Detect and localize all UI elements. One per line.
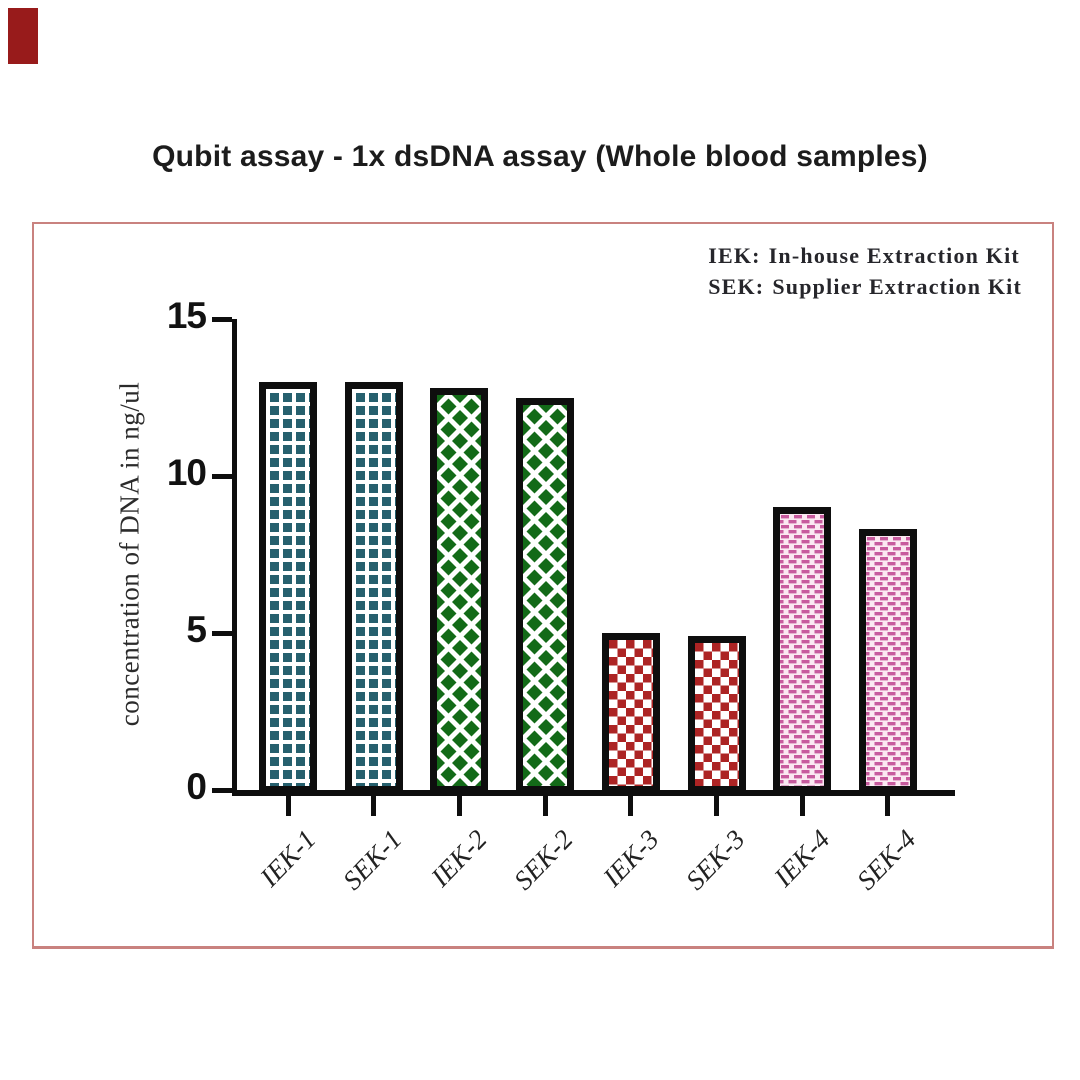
bar-SEK-3 [687, 636, 746, 793]
bar-SEK-1 [344, 381, 403, 793]
y-tick-label-10: 10 [166, 452, 207, 493]
x-tick-IEK-4 [799, 796, 805, 816]
corner-mark [8, 8, 38, 64]
legend-abbr-iek: IEK: [708, 243, 761, 268]
bar-SEK-2 [516, 397, 575, 793]
x-tick-IEK-2 [456, 796, 462, 816]
y-tick-5 [212, 631, 232, 636]
x-tick-IEK-3 [628, 796, 634, 816]
legend: IEK: In-house Extraction Kit SEK: Supplier… [708, 240, 1022, 302]
x-tick-SEK-3 [714, 796, 719, 816]
legend-abbr-sek: SEK: [708, 274, 765, 299]
legend-text-sek: Supplier Extraction Kit [772, 274, 1022, 299]
chart-title: Qubit assay - 1x dsDNA assay (Whole bloo… [152, 140, 928, 173]
x-tick-SEK-2 [542, 796, 548, 816]
plot-area: concentration of DNA in ng/ul 0 5 10 15 IEK-… [34, 224, 1052, 946]
bar-IEK-1 [259, 381, 317, 793]
y-tick-label-0: 0 [186, 766, 207, 807]
y-axis [232, 319, 237, 796]
y-tick-label-15: 15 [166, 295, 207, 336]
legend-item-sek: SEK: Supplier Extraction Kit [708, 271, 1022, 302]
y-tick-10 [212, 474, 232, 479]
chart-frame: IEK: In-house Extraction Kit SEK: Supplier… [32, 222, 1054, 949]
y-tick-label-5: 5 [186, 609, 207, 650]
bar-IEK-4 [773, 507, 832, 793]
x-tick-IEK-1 [285, 796, 291, 816]
x-tick-SEK-1 [371, 796, 377, 816]
legend-item-iek: IEK: In-house Extraction Kit [708, 240, 1022, 271]
bar-SEK-4 [858, 529, 917, 793]
legend-text-iek: In-house Extraction Kit [768, 243, 1020, 268]
y-tick-15 [212, 317, 232, 322]
x-tick-SEK-4 [885, 796, 891, 816]
y-axis-label: concentration of DNA in ng/ul [114, 381, 145, 727]
bar-IEK-2 [430, 388, 489, 793]
bar-IEK-3 [601, 633, 660, 793]
y-tick-0 [212, 788, 232, 793]
x-axis [232, 790, 955, 796]
